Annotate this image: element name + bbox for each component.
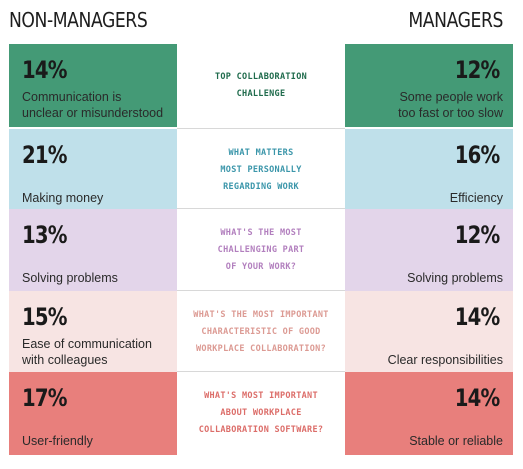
manager-answer: Clear responsibilities <box>387 353 503 367</box>
question-cell: WHAT'S THE MOST IMPORTANT CHARACTERISTIC… <box>177 291 345 374</box>
manager-cell: 12% Some people work too fast or too slo… <box>345 44 513 127</box>
manager-percent: 14% <box>454 303 499 331</box>
non-manager-percent: 13% <box>22 221 67 249</box>
non-manager-answer: Communication is unclear or misunderstoo… <box>22 90 164 120</box>
question-cell: TOP COLLABORATION CHALLENGE <box>177 44 345 127</box>
question-text: TOP COLLABORATION CHALLENGE <box>214 71 308 99</box>
row-collaboration-challenge: 14% Communication is unclear or misunder… <box>0 44 523 127</box>
manager-answer: Some people work too fast or too slow <box>398 90 503 120</box>
manager-cell: 12% Solving problems <box>345 209 513 292</box>
manager-cell: 14% Clear responsibilities <box>345 291 513 374</box>
non-manager-cell: 13% Solving problems <box>9 209 177 292</box>
non-manager-cell: 14% Communication is unclear or misunder… <box>9 44 177 127</box>
header: NON-MANAGERS MANAGERS <box>0 0 523 44</box>
question-cell: WHAT'S THE MOST CHALLENGING PART OF YOUR… <box>177 209 345 292</box>
question-text: WHAT'S THE MOST CHALLENGING PART OF YOUR… <box>217 228 305 272</box>
manager-cell: 14% Stable or reliable <box>345 372 513 455</box>
divider <box>177 128 345 129</box>
non-manager-answer: User-friendly <box>22 434 93 448</box>
row-challenging-part: 13% Solving problems WHAT'S THE MOST CHA… <box>0 209 523 292</box>
non-managers-heading: NON-MANAGERS <box>9 8 148 32</box>
manager-percent: 16% <box>454 141 499 169</box>
non-manager-percent: 17% <box>22 384 67 412</box>
non-manager-answer: Solving problems <box>22 271 118 285</box>
manager-answer: Efficiency <box>449 191 503 205</box>
managers-heading: MANAGERS <box>408 8 503 32</box>
non-manager-answer: Making money <box>22 191 104 205</box>
question-text: WHAT'S THE MOST IMPORTANT CHARACTERISTIC… <box>193 310 329 354</box>
manager-answer: Stable or reliable <box>409 434 503 448</box>
manager-percent: 12% <box>454 56 499 84</box>
manager-percent: 14% <box>454 384 499 412</box>
non-manager-answer: Ease of communication with colleagues <box>22 337 152 367</box>
manager-answer: Solving problems <box>407 271 503 285</box>
row-collaboration-software: 17% User-friendly WHAT'S MOST IMPORTANT … <box>0 372 523 455</box>
row-good-collaboration: 15% Ease of communication with colleague… <box>0 291 523 374</box>
manager-cell: 16% Efficiency <box>345 129 513 212</box>
non-manager-cell: 17% User-friendly <box>9 372 177 455</box>
question-text: WHAT MATTERS MOST PERSONALLY REGARDING W… <box>220 148 302 192</box>
divider <box>177 290 345 291</box>
non-manager-percent: 15% <box>22 303 67 331</box>
divider <box>177 208 345 209</box>
divider <box>177 371 345 372</box>
manager-percent: 12% <box>454 221 499 249</box>
question-cell: WHAT'S MOST IMPORTANT ABOUT WORKPLACE CO… <box>177 372 345 455</box>
non-manager-cell: 21% Making money <box>9 129 177 212</box>
non-manager-percent: 14% <box>22 56 67 84</box>
row-matters-personally: 21% Making money WHAT MATTERS MOST PERSO… <box>0 129 523 212</box>
non-manager-cell: 15% Ease of communication with colleague… <box>9 291 177 374</box>
question-cell: WHAT MATTERS MOST PERSONALLY REGARDING W… <box>177 129 345 212</box>
non-manager-percent: 21% <box>22 141 67 169</box>
question-text: WHAT'S MOST IMPORTANT ABOUT WORKPLACE CO… <box>198 391 324 435</box>
